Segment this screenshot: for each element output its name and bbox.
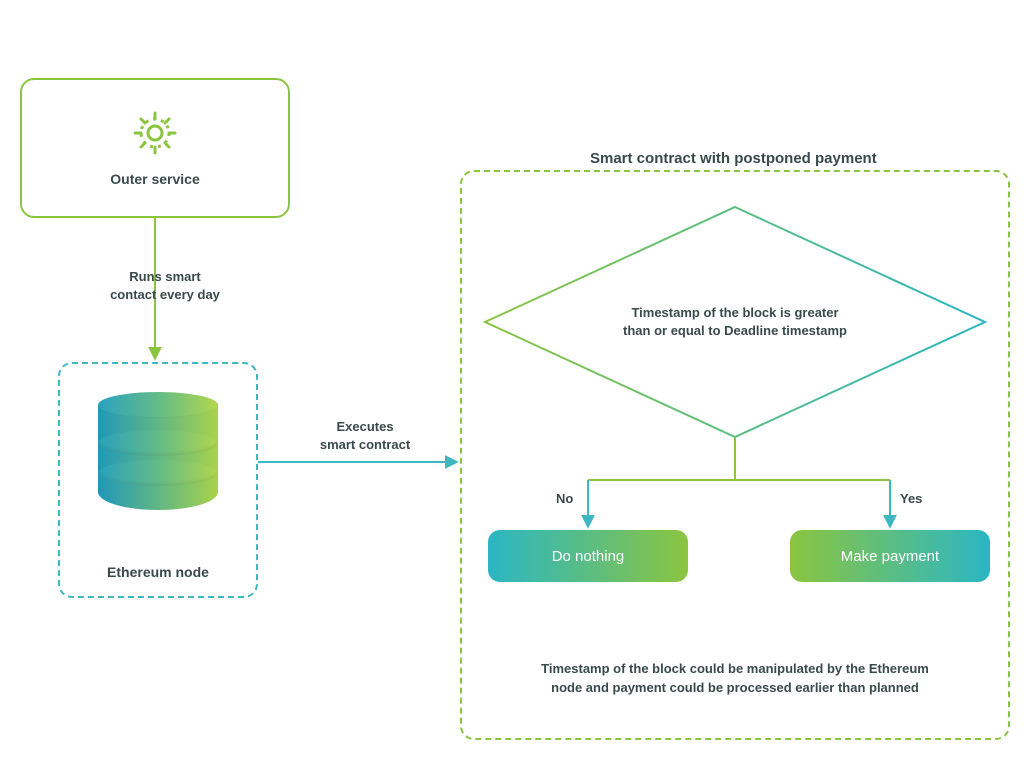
edge-executes-label: Executes smart contract xyxy=(300,418,430,453)
branch-yes-label: Yes xyxy=(900,490,922,508)
branch-no-label: No xyxy=(556,490,573,508)
ethereum-node-label: Ethereum node xyxy=(107,564,209,580)
make-payment-pill: Make payment xyxy=(790,530,990,582)
outer-service-box: Outer service xyxy=(20,78,290,218)
edge-runs-label: Runs smart contact every day xyxy=(95,268,235,303)
decision-text: Timestamp of the block is greater than o… xyxy=(600,304,870,339)
gear-icon xyxy=(132,110,178,161)
make-payment-label: Make payment xyxy=(841,548,939,565)
footnote: Timestamp of the block could be manipula… xyxy=(500,660,970,698)
do-nothing-label: Do nothing xyxy=(552,548,625,565)
outer-service-label: Outer service xyxy=(110,171,200,187)
database-icon xyxy=(98,392,218,522)
smart-contract-container xyxy=(460,170,1010,740)
do-nothing-pill: Do nothing xyxy=(488,530,688,582)
smart-contract-title: Smart contract with postponed payment xyxy=(590,150,877,167)
